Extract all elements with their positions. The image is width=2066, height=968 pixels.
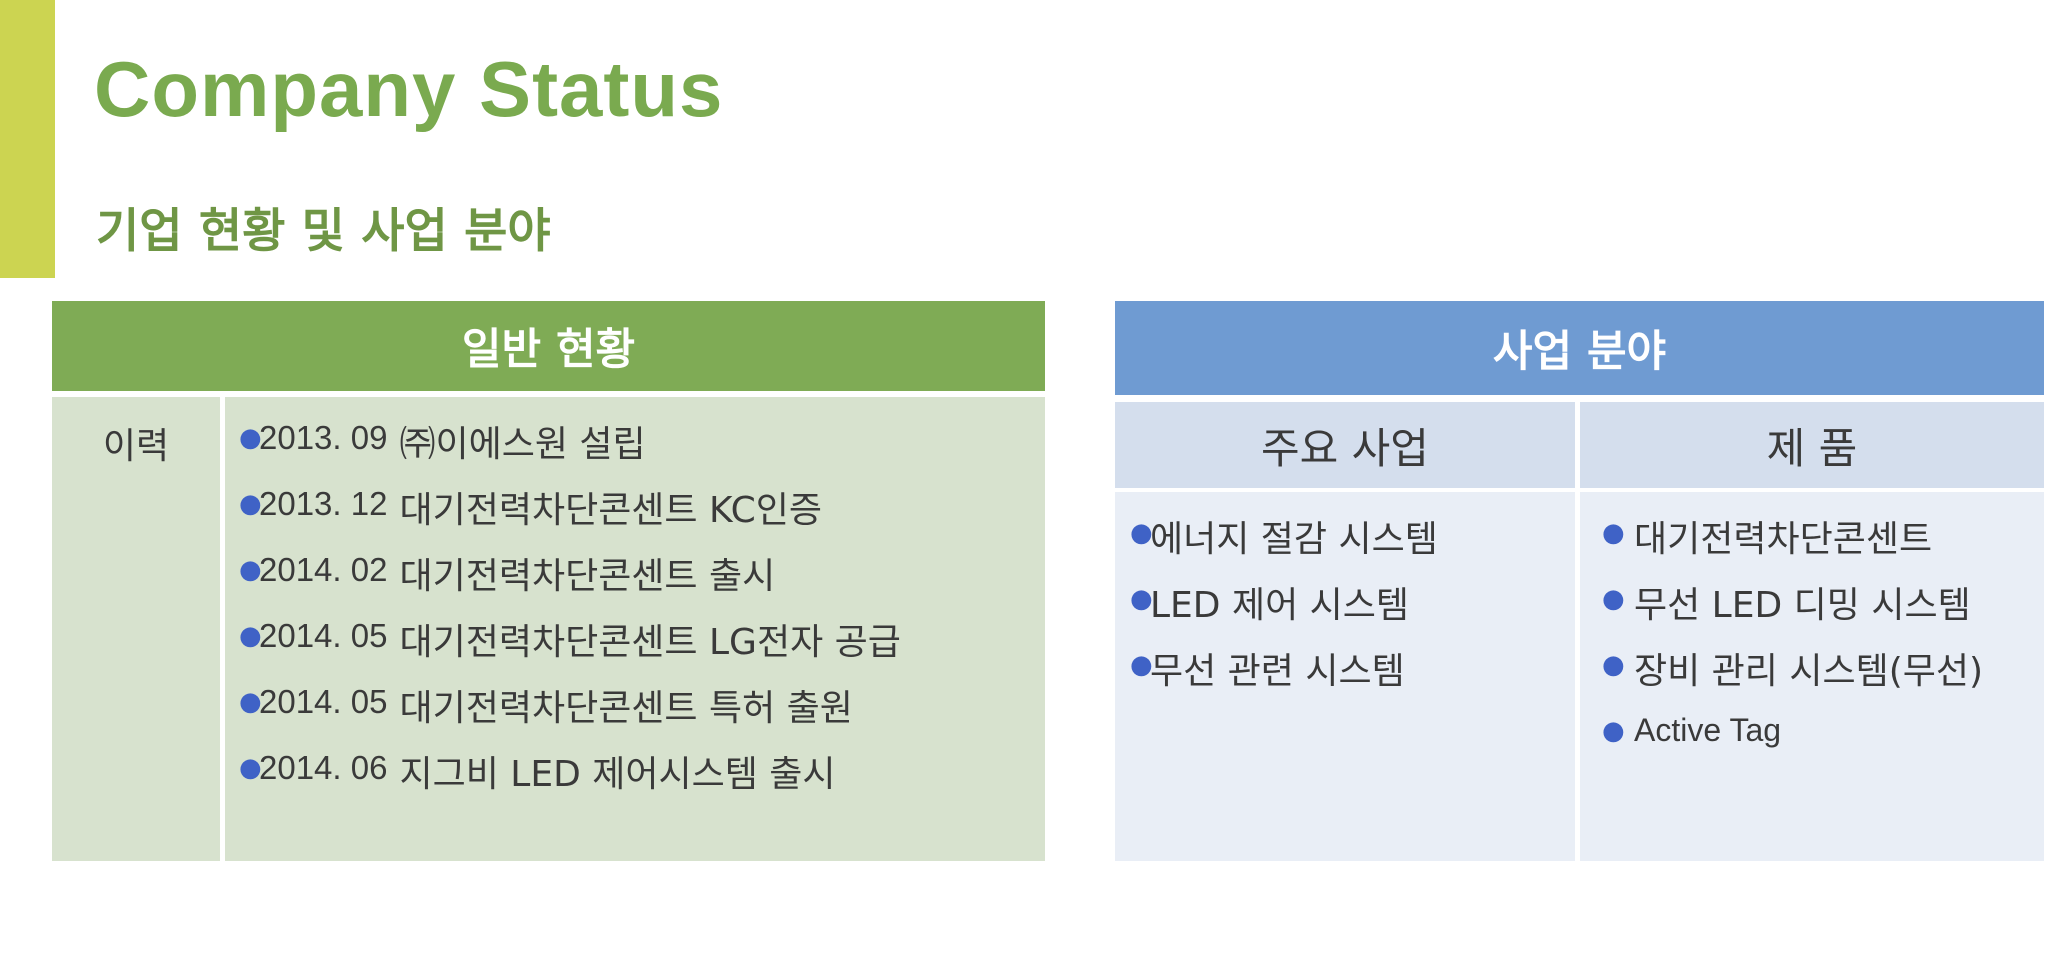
- history-item: ● 2014. 06 지그비 LED 제어시스템 출시: [239, 745, 901, 811]
- bullet-dot-icon: ●: [1130, 584, 1153, 614]
- history-text: 대기전력차단콘센트 KC인증: [399, 490, 823, 531]
- product-item: ● Active Tag: [1602, 708, 1983, 774]
- history-item: ● 2013. 12 대기전력차단콘센트 KC인증: [239, 481, 901, 547]
- general-status-table: 일반 현황 이력 ● 2013. 09 ㈜이에스원 설립 ● 2013. 12 …: [52, 301, 1045, 861]
- main-business-item: ● 에너지 절감 시스템: [1130, 510, 1438, 576]
- history-list: ● 2013. 09 ㈜이에스원 설립 ● 2013. 12 대기전력차단콘센트…: [239, 415, 901, 811]
- history-item: ● 2014. 05 대기전력차단콘센트 LG전자 공급: [239, 613, 901, 679]
- bullet-dot-icon: ●: [239, 687, 262, 717]
- product-item: ● 무선 LED 디밍 시스템: [1602, 576, 1983, 642]
- history-label: 이력: [102, 426, 170, 467]
- products-list: ● 대기전력차단콘센트 ● 무선 LED 디밍 시스템 ● 장비 관리 시스템(…: [1602, 510, 1983, 774]
- bullet-dot-icon: ●: [239, 621, 262, 651]
- main-business-header: 주요 사업: [1115, 402, 1575, 488]
- page-subtitle: 기업 현황 및 사업 분야: [96, 204, 551, 259]
- product-text: 장비 관리 시스템(무선): [1634, 651, 1984, 692]
- bullet-dot-icon: ●: [239, 555, 262, 585]
- main-business-text: 무선 관련 시스템: [1150, 651, 1405, 692]
- bullet-dot-icon: ●: [239, 753, 262, 783]
- main-business-cell: ● 에너지 절감 시스템 ● LED 제어 시스템 ● 무선 관련 시스템: [1115, 492, 1575, 861]
- main-business-text: LED 제어 시스템: [1150, 585, 1410, 626]
- product-item: ● 장비 관리 시스템(무선): [1602, 642, 1983, 708]
- history-list-cell: ● 2013. 09 ㈜이에스원 설립 ● 2013. 12 대기전력차단콘센트…: [225, 397, 1045, 861]
- main-business-item: ● 무선 관련 시스템: [1130, 642, 1438, 708]
- history-date: 2014. 05: [259, 617, 388, 654]
- bullet-dot-icon: ●: [1130, 518, 1153, 548]
- bullet-dot-icon: ●: [1602, 650, 1625, 680]
- history-date: 2013. 12: [259, 485, 388, 522]
- history-item: ● 2013. 09 ㈜이에스원 설립: [239, 415, 901, 481]
- business-area-header: 사업 분야: [1115, 301, 2044, 395]
- history-text: 대기전력차단콘센트 출시: [399, 556, 776, 597]
- history-text: 대기전력차단콘센트 LG전자 공급: [399, 622, 901, 663]
- history-text: ㈜이에스원 설립: [399, 424, 646, 465]
- bullet-dot-icon: ●: [1602, 518, 1625, 548]
- page-title: Company Status: [94, 45, 724, 133]
- bullet-dot-icon: ●: [239, 489, 262, 519]
- history-label-cell: 이력: [52, 397, 220, 861]
- history-date: 2014. 02: [259, 551, 388, 588]
- product-item: ● 대기전력차단콘센트: [1602, 510, 1983, 576]
- history-item: ● 2014. 02 대기전력차단콘센트 출시: [239, 547, 901, 613]
- history-text: 지그비 LED 제어시스템 출시: [399, 754, 836, 795]
- product-text: 대기전력차단콘센트: [1634, 519, 1933, 560]
- general-status-header: 일반 현황: [52, 301, 1045, 391]
- main-business-list: ● 에너지 절감 시스템 ● LED 제어 시스템 ● 무선 관련 시스템: [1130, 510, 1438, 708]
- bullet-dot-icon: ●: [1602, 584, 1625, 614]
- product-text: Active Tag: [1634, 712, 1782, 748]
- bullet-dot-icon: ●: [239, 423, 262, 453]
- history-item: ● 2014. 05 대기전력차단콘센트 특허 출원: [239, 679, 901, 745]
- history-date: 2014. 05: [259, 683, 388, 720]
- main-business-item: ● LED 제어 시스템: [1130, 576, 1438, 642]
- products-cell: ● 대기전력차단콘센트 ● 무선 LED 디밍 시스템 ● 장비 관리 시스템(…: [1580, 492, 2044, 861]
- products-header: 제 품: [1580, 402, 2044, 488]
- history-text: 대기전력차단콘센트 특허 출원: [399, 688, 853, 729]
- business-area-table: 사업 분야 주요 사업 제 품 ● 에너지 절감 시스템 ● LED 제어 시스…: [1115, 301, 2044, 861]
- history-date: 2013. 09: [259, 419, 388, 456]
- accent-bar: [0, 0, 55, 278]
- product-text: 무선 LED 디밍 시스템: [1634, 585, 1971, 626]
- bullet-dot-icon: ●: [1130, 650, 1153, 680]
- history-date: 2014. 06: [259, 749, 388, 786]
- bullet-dot-icon: ●: [1602, 716, 1625, 746]
- main-business-text: 에너지 절감 시스템: [1150, 519, 1438, 560]
